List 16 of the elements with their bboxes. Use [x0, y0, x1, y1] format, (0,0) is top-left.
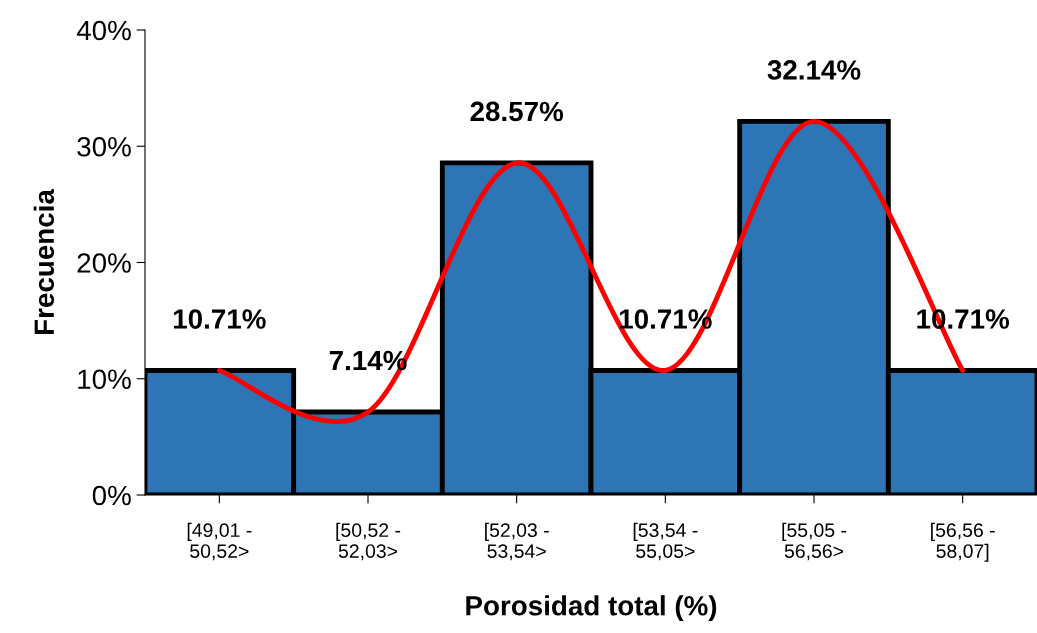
data-label: 28.57%	[470, 101, 564, 122]
data-label: 32.14%	[767, 60, 861, 80]
x-tick-label: [49,01 - 50,52>	[187, 522, 252, 561]
x-tick-label: [52,03 - 53,54>	[485, 522, 549, 561]
x-tick-label: [56,56 - 58,07]	[931, 522, 995, 562]
y-tick-label: 40%	[76, 20, 131, 41]
x-axis-title: Porosidad total (%)	[466, 595, 717, 622]
x-tick-label: [53,54 - 55,05>	[633, 522, 698, 561]
y-tick-label: 10%	[78, 369, 131, 390]
y-axis-title: Frecuencia	[33, 188, 55, 334]
y-tick-label: 0%	[92, 485, 131, 506]
y-tick-label: 20%	[77, 253, 131, 273]
data-label: 10.71%	[173, 309, 266, 329]
x-tick-label: [50,52 - 52,03>	[336, 522, 401, 561]
y-tick-label: 30%	[77, 136, 131, 157]
x-tick-label: [55,05 - 56,56>	[782, 522, 847, 561]
